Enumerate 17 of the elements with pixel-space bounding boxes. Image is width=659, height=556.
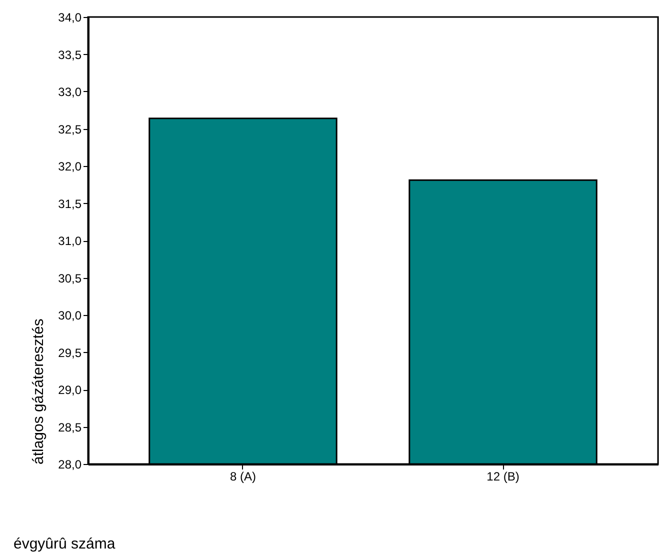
y-tick-label: 28,0: [58, 458, 82, 472]
y-tick-label: 33,0: [58, 85, 82, 99]
x-axis-title: évgyûrû száma: [14, 536, 116, 552]
y-tick-label: 31,5: [58, 196, 82, 211]
x-tick-label: 8 (A): [230, 470, 256, 484]
y-tick-label: 32,0: [58, 160, 82, 174]
y-tick-label: 29,5: [58, 346, 82, 360]
y-tick-label: 29,0: [58, 383, 82, 397]
y-tick-label: 34,0: [58, 10, 82, 24]
y-tick-label: 30,5: [58, 271, 82, 286]
y-tick-label: 32,5: [58, 122, 82, 136]
y-tick-label: 30,0: [58, 308, 82, 322]
y-tick-label: 28,5: [58, 420, 82, 434]
x-tick-label: 12 (B): [486, 470, 520, 484]
y-tick-label: 33,5: [58, 48, 82, 62]
y-axis-title: átlagos gázáteresztés: [30, 318, 48, 464]
y-tick-label: 31,0: [58, 234, 82, 248]
